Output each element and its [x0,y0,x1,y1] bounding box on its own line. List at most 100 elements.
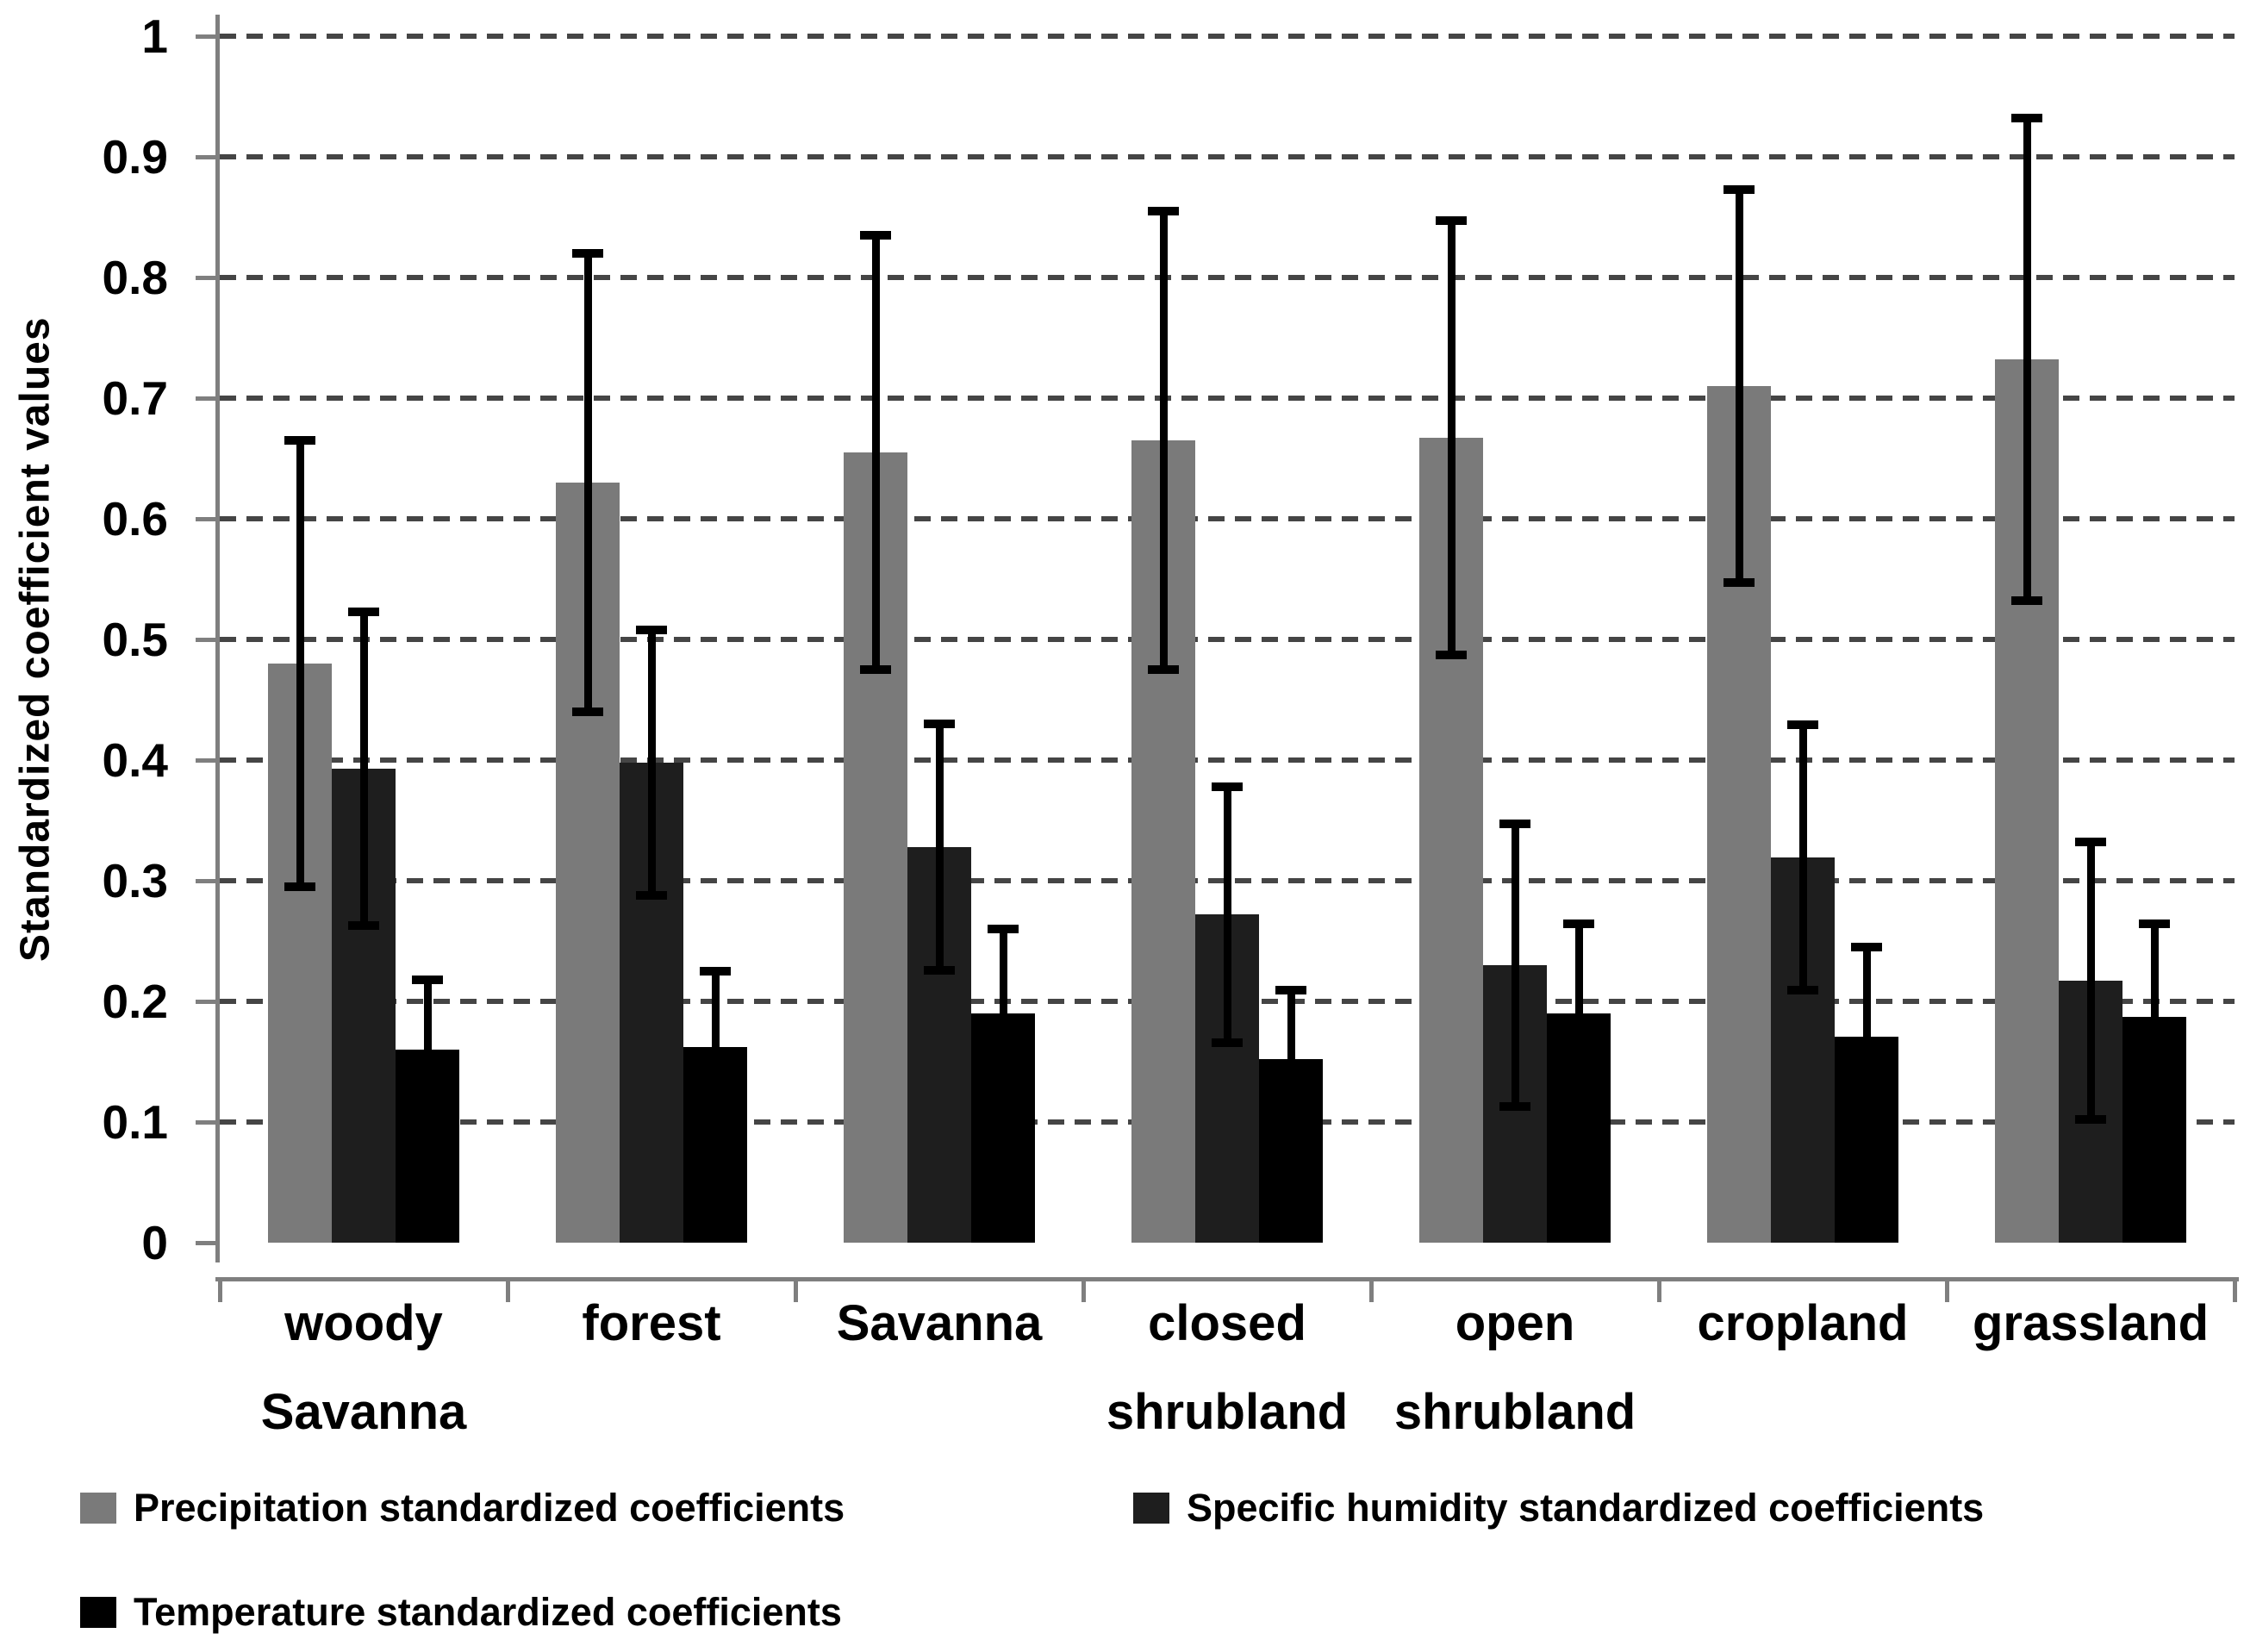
error-bar-cap-top [1275,986,1306,995]
gridline [220,154,2235,159]
legend-swatch-temperature [80,1597,116,1628]
plot-area: 0 0.1 0.2 0.3 0.4 0.5 0.6 0.7 0.8 0.9 1 [103,9,2239,1302]
error-bar-cap-bottom [348,920,379,930]
error-bar-cap-bottom [1148,665,1179,674]
error-bar-cap-bottom [412,1115,443,1125]
error-bar-line [2150,924,2159,1110]
error-bar-cap-bottom [1787,986,1818,995]
error-bar-line [1287,990,1295,1128]
y-axis-tick [196,879,220,883]
error-bar-cap-top [1212,782,1243,791]
x-category-label: forest [582,1295,721,1351]
y-axis-tick [196,638,220,642]
y-axis-tick [196,34,220,39]
error-bar-line [1223,786,1231,1043]
error-bar-cap-bottom [924,965,955,975]
error-bar-cap-top [412,975,443,984]
error-bar-line [935,724,944,970]
x-axis-tick [2233,1281,2237,1302]
error-bar-line [711,971,720,1124]
error-bar-line [647,629,656,895]
x-axis-tick [1369,1281,1374,1302]
error-bar-cap-top [636,625,667,634]
y-axis-tick [196,396,220,401]
error-bar-cap-top [700,967,731,976]
x-category-label: closed shrubland [1106,1295,1349,1441]
error-bar-cap-bottom [1275,1124,1306,1132]
x-axis-tick [1945,1281,1949,1302]
y-axis-tick [196,1241,220,1245]
error-bar-line [999,929,1007,1098]
y-tick-label: 0.3 [102,854,168,907]
legend-item-specific-humidity: Specific humidity standardized coefficie… [1133,1486,1984,1530]
error-bar-cap-top [1148,207,1179,215]
error-bar-cap-top [1563,920,1594,929]
x-axis-line [215,1277,2239,1281]
gridline [220,516,2235,521]
error-bar-cap-bottom [860,665,891,674]
legend-item-precipitation: Precipitation standardized coefficients [80,1486,845,1530]
error-bar-line [871,235,880,670]
error-bar-line [1511,824,1519,1107]
error-bar-cap-top [572,249,603,258]
error-bar-cap-bottom [1851,1121,1882,1131]
y-axis-tick [196,276,220,280]
error-bar-cap-top [988,925,1019,933]
x-category-label: Savanna [836,1295,1043,1351]
error-bar-line [423,979,432,1120]
error-bar-line [1447,221,1455,656]
y-tick-label: 0.5 [102,613,168,666]
legend-swatch-precipitation [80,1493,116,1524]
error-bar-cap-bottom [2139,1106,2170,1114]
x-axis-labels: woody Savanna forest Savanna closed shrubla… [220,1279,2235,1477]
x-axis-tick [218,1281,222,1302]
error-bar-cap-top [1499,820,1530,829]
error-bar-cap-top [1436,216,1467,226]
error-bar-line [1798,725,1807,991]
error-bar-line [1862,947,1871,1126]
legend-label: Temperature standardized coefficients [134,1590,842,1634]
error-bar-line [583,253,592,712]
error-bar-cap-top [2011,114,2042,123]
x-category-label: grassland [1973,1295,2209,1351]
gridline [220,34,2235,39]
y-tick-label: 0.1 [102,1095,168,1149]
error-bar-cap-bottom [636,890,667,900]
error-bar-cap-top [2139,920,2170,929]
error-bar-cap-bottom [1499,1101,1530,1111]
error-bar-cap-bottom [284,882,315,891]
error-bar-cap-bottom [1212,1038,1243,1047]
gridline [220,757,2235,763]
error-bar-line [2086,842,2095,1120]
y-axis-tick [196,758,220,763]
error-bar-cap-bottom [700,1119,731,1128]
error-bar-line [1574,924,1583,1103]
error-bar-cap-top [924,720,955,728]
y-axis-tick [196,155,220,159]
y-tick-label: 1 [141,9,168,63]
error-bar-cap-bottom [1724,578,1755,588]
error-bar-cap-bottom [2011,596,2042,606]
error-bar-line [296,440,304,887]
x-axis-tick [794,1281,798,1302]
x-axis-tick [506,1281,510,1302]
y-axis-tick [196,517,220,521]
y-tick-label: 0.8 [102,251,168,304]
error-bar-cap-top [284,436,315,445]
error-bar-cap-bottom [2075,1115,2106,1125]
y-tick-label: 0.6 [102,492,168,545]
y-axis-tick [196,1000,220,1004]
error-bar-cap-top [1851,943,1882,951]
x-category-label: cropland [1697,1295,1909,1351]
y-tick-label: 0.9 [102,130,168,184]
error-bar-cap-top [860,231,891,240]
y-tick-label: 0.2 [102,975,168,1028]
error-bar-line [1735,189,1743,583]
y-axis-tick [196,1120,220,1125]
y-tick-label: 0.7 [102,371,168,425]
error-bar-line [1159,211,1168,670]
x-axis-tick [1081,1281,1086,1302]
error-bar-cap-bottom [1563,1098,1594,1107]
gridline [220,637,2235,642]
